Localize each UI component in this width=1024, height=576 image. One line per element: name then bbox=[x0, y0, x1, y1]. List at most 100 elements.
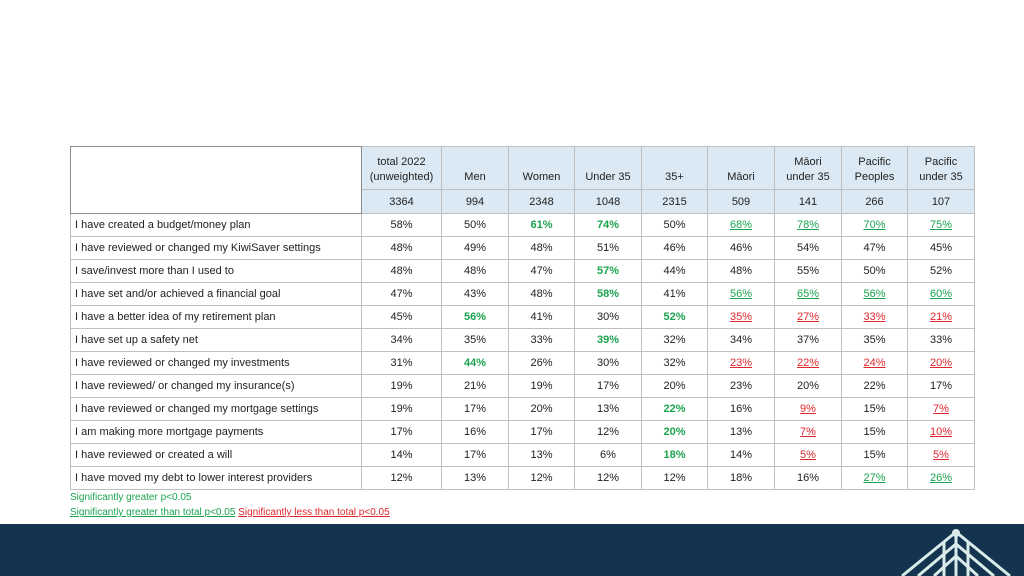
value-text: 20% bbox=[663, 426, 686, 438]
value-text: 75% bbox=[929, 219, 953, 231]
value-text: 16% bbox=[729, 403, 753, 415]
value-cell: 17% bbox=[361, 420, 442, 444]
base-size-cell: 2348 bbox=[508, 189, 575, 214]
column-header: Pacific under 35 bbox=[907, 146, 975, 190]
value-text: 17% bbox=[463, 449, 487, 461]
value-text: 51% bbox=[596, 242, 620, 254]
value-cell: 37% bbox=[774, 328, 842, 352]
value-text: 56% bbox=[729, 288, 753, 300]
value-cell: 41% bbox=[508, 305, 575, 329]
value-cell: 34% bbox=[361, 328, 442, 352]
column-header: Pacific Peoples bbox=[841, 146, 908, 190]
value-text: 22% bbox=[796, 357, 820, 369]
value-cell: 12% bbox=[574, 420, 642, 444]
value-text: 35% bbox=[463, 334, 487, 346]
value-cell: 12% bbox=[574, 466, 642, 490]
value-cell: 12% bbox=[508, 466, 575, 490]
value-cell: 33% bbox=[907, 328, 975, 352]
table-row: I am making more mortgage payments 17% 16%… bbox=[70, 420, 975, 444]
value-cell: 34% bbox=[707, 328, 775, 352]
row-label: I have set up a safety net bbox=[70, 328, 362, 352]
value-cell: 22% bbox=[841, 374, 908, 398]
column-header-text: Peoples bbox=[854, 171, 895, 183]
value-text: 17% bbox=[463, 403, 487, 415]
value-cell: 35% bbox=[441, 328, 509, 352]
value-cell: 51% bbox=[574, 236, 642, 260]
value-text: 5% bbox=[933, 449, 949, 461]
value-text: 7% bbox=[933, 403, 949, 415]
value-text: 19% bbox=[530, 380, 553, 392]
value-cell: 75% bbox=[907, 213, 975, 237]
value-cell: 48% bbox=[361, 236, 442, 260]
value-text: 23% bbox=[729, 357, 753, 369]
value-cell: 55% bbox=[774, 259, 842, 283]
value-text: 52% bbox=[663, 311, 686, 323]
value-cell: 9% bbox=[774, 397, 842, 421]
value-text: 13% bbox=[463, 472, 487, 484]
value-cell: 48% bbox=[441, 259, 509, 283]
table-row: I have a better idea of my retirement pl… bbox=[70, 305, 975, 329]
value-cell: 15% bbox=[841, 443, 908, 467]
value-cell: 54% bbox=[774, 236, 842, 260]
value-text: 33% bbox=[530, 334, 553, 346]
value-cell: 58% bbox=[574, 282, 642, 306]
value-text: 22% bbox=[863, 380, 886, 392]
value-text: 33% bbox=[863, 311, 886, 323]
value-cell: 20% bbox=[641, 420, 708, 444]
row-label: I am making more mortgage payments bbox=[70, 420, 362, 444]
value-text: 58% bbox=[390, 219, 413, 231]
column-header-text: Men bbox=[464, 171, 486, 183]
column-header-text: Māori bbox=[727, 171, 755, 183]
value-cell: 15% bbox=[841, 420, 908, 444]
value-cell: 13% bbox=[441, 466, 509, 490]
value-text: 19% bbox=[390, 403, 413, 415]
table-row: I have reviewed or changed my investment… bbox=[70, 351, 975, 375]
value-text: 17% bbox=[596, 380, 620, 392]
value-cell: 48% bbox=[508, 282, 575, 306]
value-text: 9% bbox=[800, 403, 816, 415]
base-size-cell: 3364 bbox=[361, 189, 442, 214]
row-label: I have reviewed or created a will bbox=[70, 443, 362, 467]
value-cell: 22% bbox=[774, 351, 842, 375]
column-header: Māori under 35 bbox=[774, 146, 842, 190]
value-cell: 41% bbox=[641, 282, 708, 306]
base-size-cell: 107 bbox=[907, 189, 975, 214]
column-header: 35+ bbox=[641, 146, 708, 190]
value-text: 57% bbox=[596, 265, 620, 277]
value-text: 26% bbox=[530, 357, 553, 369]
column-header-text: Under 35 bbox=[585, 171, 631, 183]
value-cell: 24% bbox=[841, 351, 908, 375]
value-text: 20% bbox=[663, 380, 686, 392]
value-text: 16% bbox=[463, 426, 487, 438]
value-cell: 48% bbox=[707, 259, 775, 283]
value-cell: 19% bbox=[508, 374, 575, 398]
row-label: I have reviewed/ or changed my insurance… bbox=[70, 374, 362, 398]
table-row: I have reviewed or changed my KiwiSaver … bbox=[70, 236, 975, 260]
row-label: I have a better idea of my retirement pl… bbox=[70, 305, 362, 329]
row-label: I save/invest more than I used to bbox=[70, 259, 362, 283]
value-cell: 18% bbox=[707, 466, 775, 490]
value-cell: 5% bbox=[774, 443, 842, 467]
value-cell: 7% bbox=[907, 397, 975, 421]
value-cell: 30% bbox=[574, 305, 642, 329]
value-cell: 78% bbox=[774, 213, 842, 237]
column-header-text: Women bbox=[522, 171, 561, 183]
column-header: Women bbox=[508, 146, 575, 190]
value-text: 20% bbox=[530, 403, 553, 415]
table-row: I have moved my debt to lower interest p… bbox=[70, 466, 975, 490]
base-size-row: 3364 994 2348 1048 2315 509 141 266 107 bbox=[71, 189, 975, 214]
base-size-cell: 141 bbox=[774, 189, 842, 214]
value-cell: 61% bbox=[508, 213, 575, 237]
value-text: 56% bbox=[463, 311, 487, 323]
value-text: 54% bbox=[796, 242, 820, 254]
value-text: 17% bbox=[390, 426, 413, 438]
value-cell: 13% bbox=[508, 443, 575, 467]
value-text: 15% bbox=[863, 426, 886, 438]
base-size-cell: 266 bbox=[841, 189, 908, 214]
value-text: 24% bbox=[863, 357, 886, 369]
value-cell: 16% bbox=[774, 466, 842, 490]
value-text: 27% bbox=[796, 311, 820, 323]
value-text: 48% bbox=[530, 288, 553, 300]
value-cell: 70% bbox=[841, 213, 908, 237]
legend-line-2: Significantly greater than total p<0.05 … bbox=[70, 505, 390, 520]
